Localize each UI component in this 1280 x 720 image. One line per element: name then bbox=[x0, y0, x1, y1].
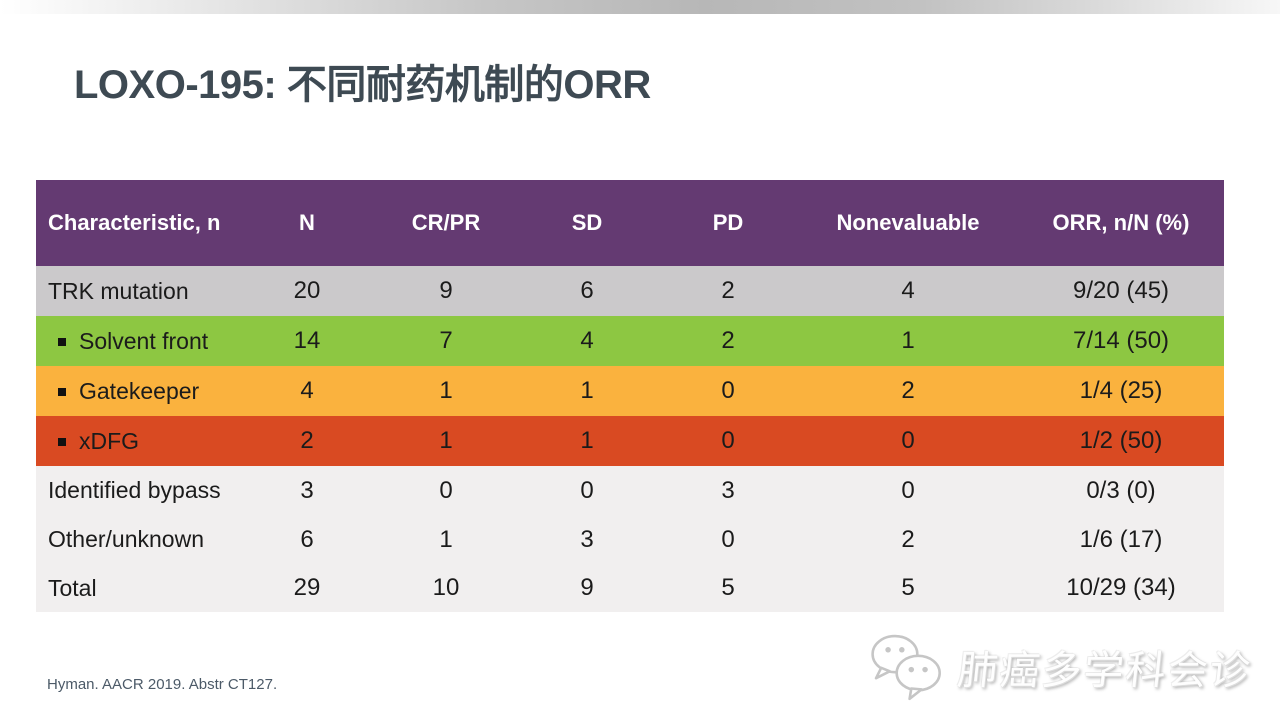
table-cell: 1/6 (17) bbox=[1079, 525, 1163, 553]
table-cell: 1 bbox=[439, 427, 453, 454]
table-cell: 4 bbox=[901, 277, 915, 304]
header-cell-pd: PD bbox=[712, 210, 744, 235]
header-cell-sd: SD bbox=[571, 210, 603, 235]
header-cell-crpr: CR/PR bbox=[411, 210, 481, 235]
table-cell: 0 bbox=[721, 525, 735, 553]
watermark-text: 肺癌多学科会诊 bbox=[955, 649, 1254, 693]
table-row-total: Total 29 10 9 5 5 10/29 (34) bbox=[36, 564, 1224, 612]
table-cell: 2 bbox=[901, 377, 915, 404]
table-cell: 1/4 (25) bbox=[1079, 377, 1163, 404]
results-table: Characteristic, n N CR/PR SD PD Nonevalu… bbox=[36, 180, 1224, 612]
row-label: TRK mutation bbox=[48, 277, 189, 304]
table-cell: 1 bbox=[439, 525, 453, 553]
table-cell: 6 bbox=[300, 525, 314, 553]
row-label-text: Gatekeeper bbox=[79, 377, 200, 404]
table-cell: 0 bbox=[439, 476, 453, 504]
wechat-icon bbox=[871, 634, 941, 701]
table-cell: 3 bbox=[580, 525, 594, 553]
table-cell: 1 bbox=[580, 377, 594, 404]
row-label-text: xDFG bbox=[79, 427, 140, 454]
table-cell: 9 bbox=[439, 277, 453, 304]
table-cell: 1 bbox=[580, 427, 594, 454]
table-cell: 1 bbox=[901, 327, 915, 354]
header-cell-characteristic: Characteristic, n bbox=[48, 210, 221, 235]
table-cell: 4 bbox=[300, 377, 314, 404]
bullet-icon bbox=[58, 338, 66, 346]
table-cell: 0 bbox=[721, 377, 735, 404]
row-label: Solvent front bbox=[36, 316, 238, 366]
top-gradient-bar bbox=[0, 0, 1280, 14]
table-cell: 0 bbox=[901, 476, 915, 504]
table-row-gatekeeper: Gatekeeper 4 1 1 0 2 1/4 (25) bbox=[36, 366, 1224, 416]
table-cell: 2 bbox=[721, 277, 735, 304]
table-row-trk-mutation: TRK mutation 20 9 6 2 4 9/20 (45) bbox=[36, 266, 1224, 316]
row-label: Other/unknown bbox=[48, 526, 204, 552]
table-cell: 4 bbox=[580, 327, 594, 354]
bullet-icon bbox=[58, 388, 66, 396]
table-row-other-unknown: Other/unknown 6 1 3 0 2 1/6 (17) bbox=[36, 515, 1224, 564]
table-cell: 20 bbox=[293, 277, 321, 304]
row-label: Gatekeeper bbox=[36, 366, 238, 416]
table-cell: 0 bbox=[901, 427, 915, 454]
table-cell: 2 bbox=[901, 525, 915, 553]
table-cell: 6 bbox=[580, 277, 594, 304]
table-cell: 10/29 (34) bbox=[1066, 574, 1176, 601]
table-cell: 9/20 (45) bbox=[1072, 277, 1170, 304]
table-row-xdfg: xDFG 2 1 1 0 0 1/2 (50) bbox=[36, 416, 1224, 466]
header-cell-nonevaluable: Nonevaluable bbox=[836, 210, 980, 235]
table-cell: 9 bbox=[580, 574, 594, 601]
table-cell: 0/3 (0) bbox=[1086, 476, 1156, 504]
table-cell: 14 bbox=[293, 327, 321, 354]
row-label: Total bbox=[48, 574, 97, 601]
table-cell: 2 bbox=[300, 427, 314, 454]
table-cell: 2 bbox=[721, 327, 735, 354]
table-cell: 1/2 (50) bbox=[1079, 427, 1163, 454]
table-row-identified-bypass: Identified bypass 3 0 0 3 0 0/3 (0) bbox=[36, 466, 1224, 515]
table-cell: 7 bbox=[439, 327, 453, 354]
table-cell: 1 bbox=[439, 377, 453, 404]
header-cell-n: N bbox=[299, 210, 315, 235]
citation-text: Hyman. AACR 2019. Abstr CT127. bbox=[47, 676, 278, 693]
table-header-row: Characteristic, n N CR/PR SD PD Nonevalu… bbox=[36, 180, 1224, 266]
table-cell: 10 bbox=[432, 574, 460, 601]
watermark-logo: 肺癌多学科会诊 bbox=[864, 630, 1254, 704]
table-cell: 5 bbox=[901, 574, 915, 601]
table-cell: 29 bbox=[293, 574, 321, 601]
table-cell: 7/14 (50) bbox=[1072, 327, 1170, 354]
row-label: xDFG bbox=[36, 416, 238, 466]
table-row-solvent-front: Solvent front 14 7 4 2 1 7/14 (50) bbox=[36, 316, 1224, 366]
row-label: Identified bypass bbox=[48, 477, 221, 503]
table-cell: 0 bbox=[580, 476, 594, 504]
slide-title: LOXO-195: 不同耐药机制的ORR bbox=[74, 63, 651, 107]
table-cell: 5 bbox=[721, 574, 735, 601]
table-cell: 3 bbox=[300, 476, 314, 504]
table-cell: 0 bbox=[721, 427, 735, 454]
header-cell-orr: ORR, n/N (%) bbox=[1052, 210, 1190, 235]
table-cell: 3 bbox=[721, 476, 735, 504]
row-label-text: Solvent front bbox=[79, 327, 209, 354]
bullet-icon bbox=[58, 438, 66, 446]
